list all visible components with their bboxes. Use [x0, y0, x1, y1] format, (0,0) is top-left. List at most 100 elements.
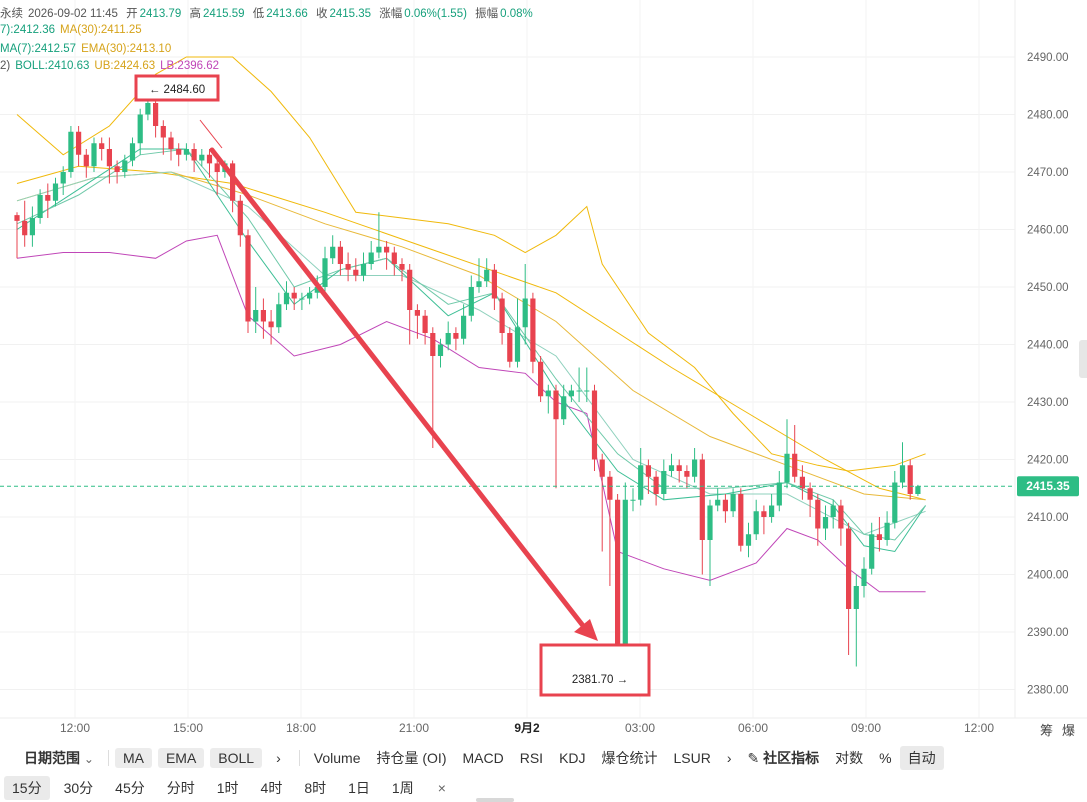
candle-body [437, 344, 444, 356]
macd-button[interactable]: MACD [462, 750, 504, 766]
candle-body [68, 131, 74, 172]
candle-body [584, 390, 590, 392]
boll-upper-line [16, 56, 926, 472]
ma7-line [16, 148, 927, 553]
price-tick-label: 2480.00 [1027, 110, 1069, 122]
candle-body [861, 568, 867, 586]
candle-body [692, 459, 698, 477]
interval-3-button[interactable]: 分时 [166, 780, 195, 796]
candle-body [114, 166, 120, 172]
candle-body [522, 298, 528, 328]
interval-6-button[interactable]: 8时 [304, 780, 327, 796]
candle-body [799, 476, 805, 489]
interval-7-button[interactable]: 1日 [348, 780, 370, 796]
candle-body [407, 269, 413, 310]
date-range-button[interactable]: 日期范围 ⌄ [24, 750, 94, 766]
candle-body [530, 298, 536, 362]
candle-body [645, 465, 651, 477]
candle-body [106, 149, 112, 167]
candle-body [453, 333, 459, 339]
trend-guide-line [199, 119, 223, 149]
panel-collapse-handle[interactable] [1079, 340, 1087, 378]
price-tick-label: 2430.00 [1027, 397, 1069, 409]
resize-grip[interactable] [476, 798, 514, 802]
candle-body [237, 200, 243, 236]
time-tick-label: 06:00 [738, 721, 768, 735]
candle-body [322, 258, 328, 287]
candle-body [499, 298, 505, 333]
chevron-right-icon[interactable]: › [726, 750, 732, 766]
interval-2-button[interactable]: 45分 [115, 780, 145, 796]
candle-body [22, 220, 28, 236]
candle-body [514, 327, 521, 362]
interval-4-button[interactable]: 1时 [216, 780, 239, 796]
candle-body [14, 215, 20, 221]
candle-body [476, 281, 482, 287]
candle-body [45, 195, 51, 201]
candle-body [283, 292, 290, 305]
candle-body [307, 292, 313, 299]
interval-1-button[interactable]: 30分 [63, 780, 94, 796]
ma-button[interactable]: MA [114, 748, 152, 768]
candle-body [884, 522, 890, 540]
candle-body [591, 390, 598, 460]
time-tick-label: 9月2 [514, 721, 540, 735]
price-tick-label: 2380.00 [1027, 685, 1069, 697]
candle-body [268, 321, 274, 328]
candle-body [699, 459, 705, 540]
price-tick-label: 2470.00 [1027, 167, 1069, 179]
annotations: 2415.35 ← 2484.60 2381.70 → [0, 74, 1079, 697]
close-icon[interactable]: × [437, 780, 446, 796]
price-tick-label: 2390.00 [1027, 627, 1069, 639]
boll-button[interactable]: BOLL [210, 748, 263, 768]
interval-0-button[interactable]: 15分 [4, 776, 50, 800]
interval-5-button[interactable]: 4时 [260, 780, 283, 796]
chevron-right-icon[interactable]: › [276, 750, 281, 766]
ema-button[interactable]: EMA [157, 748, 205, 768]
auto-scale-button[interactable]: 自动 [899, 746, 944, 770]
candle-body [722, 499, 728, 512]
oi-button[interactable]: 持仓量 (OI) [376, 750, 447, 766]
lsur-button[interactable]: LSUR [673, 750, 711, 766]
rsi-button[interactable]: RSI [519, 750, 544, 766]
time-tick-label: 18:00 [286, 721, 316, 735]
candle-body [892, 482, 898, 523]
candle-body [461, 315, 467, 339]
candle-body [60, 172, 66, 184]
price-tick-label: 2440.00 [1027, 340, 1069, 352]
community-indicators-button[interactable]: ✎ 社区指标 [747, 750, 820, 766]
candle-body [37, 195, 43, 218]
low-annotation-box [539, 643, 651, 697]
candle-body [399, 264, 405, 270]
candle-body [445, 333, 451, 345]
candle-body [206, 154, 213, 164]
liquidation-stats-button[interactable]: 爆仓统计 [601, 750, 658, 766]
candle-body [915, 486, 921, 494]
candle-body [145, 103, 151, 115]
candle-body [622, 499, 628, 650]
interval-8-button[interactable]: 1周 [391, 780, 414, 796]
candle-body [507, 333, 513, 362]
candle-body [376, 246, 382, 253]
low-annotation-label: 2381.70 → [572, 674, 628, 686]
candle-body [907, 465, 913, 494]
candle-body [276, 304, 282, 328]
percent-scale-button[interactable]: % [879, 750, 892, 766]
candle-body [176, 149, 182, 155]
candle-body [792, 453, 798, 477]
candle-body [99, 143, 105, 149]
log-scale-button[interactable]: 对数 [835, 750, 864, 766]
price-tick-label: 2410.00 [1027, 512, 1069, 524]
candle-body [314, 287, 320, 293]
chip-distribution-label: 筹 [1040, 723, 1053, 739]
candle-body [491, 269, 497, 299]
price-chart[interactable]: 2490.00 2480.00 2470.00 2460.00 2450.00 2440.… [0, 0, 1087, 742]
kdj-button[interactable]: KDJ [559, 750, 586, 766]
volume-button[interactable]: Volume [313, 750, 361, 766]
candle-body [615, 499, 621, 650]
price-tick-label: 2460.00 [1027, 225, 1069, 237]
candle-body [83, 154, 89, 167]
candle-body [29, 218, 35, 236]
ema30-line [16, 171, 926, 501]
time-tick-label: 15:00 [173, 721, 203, 735]
